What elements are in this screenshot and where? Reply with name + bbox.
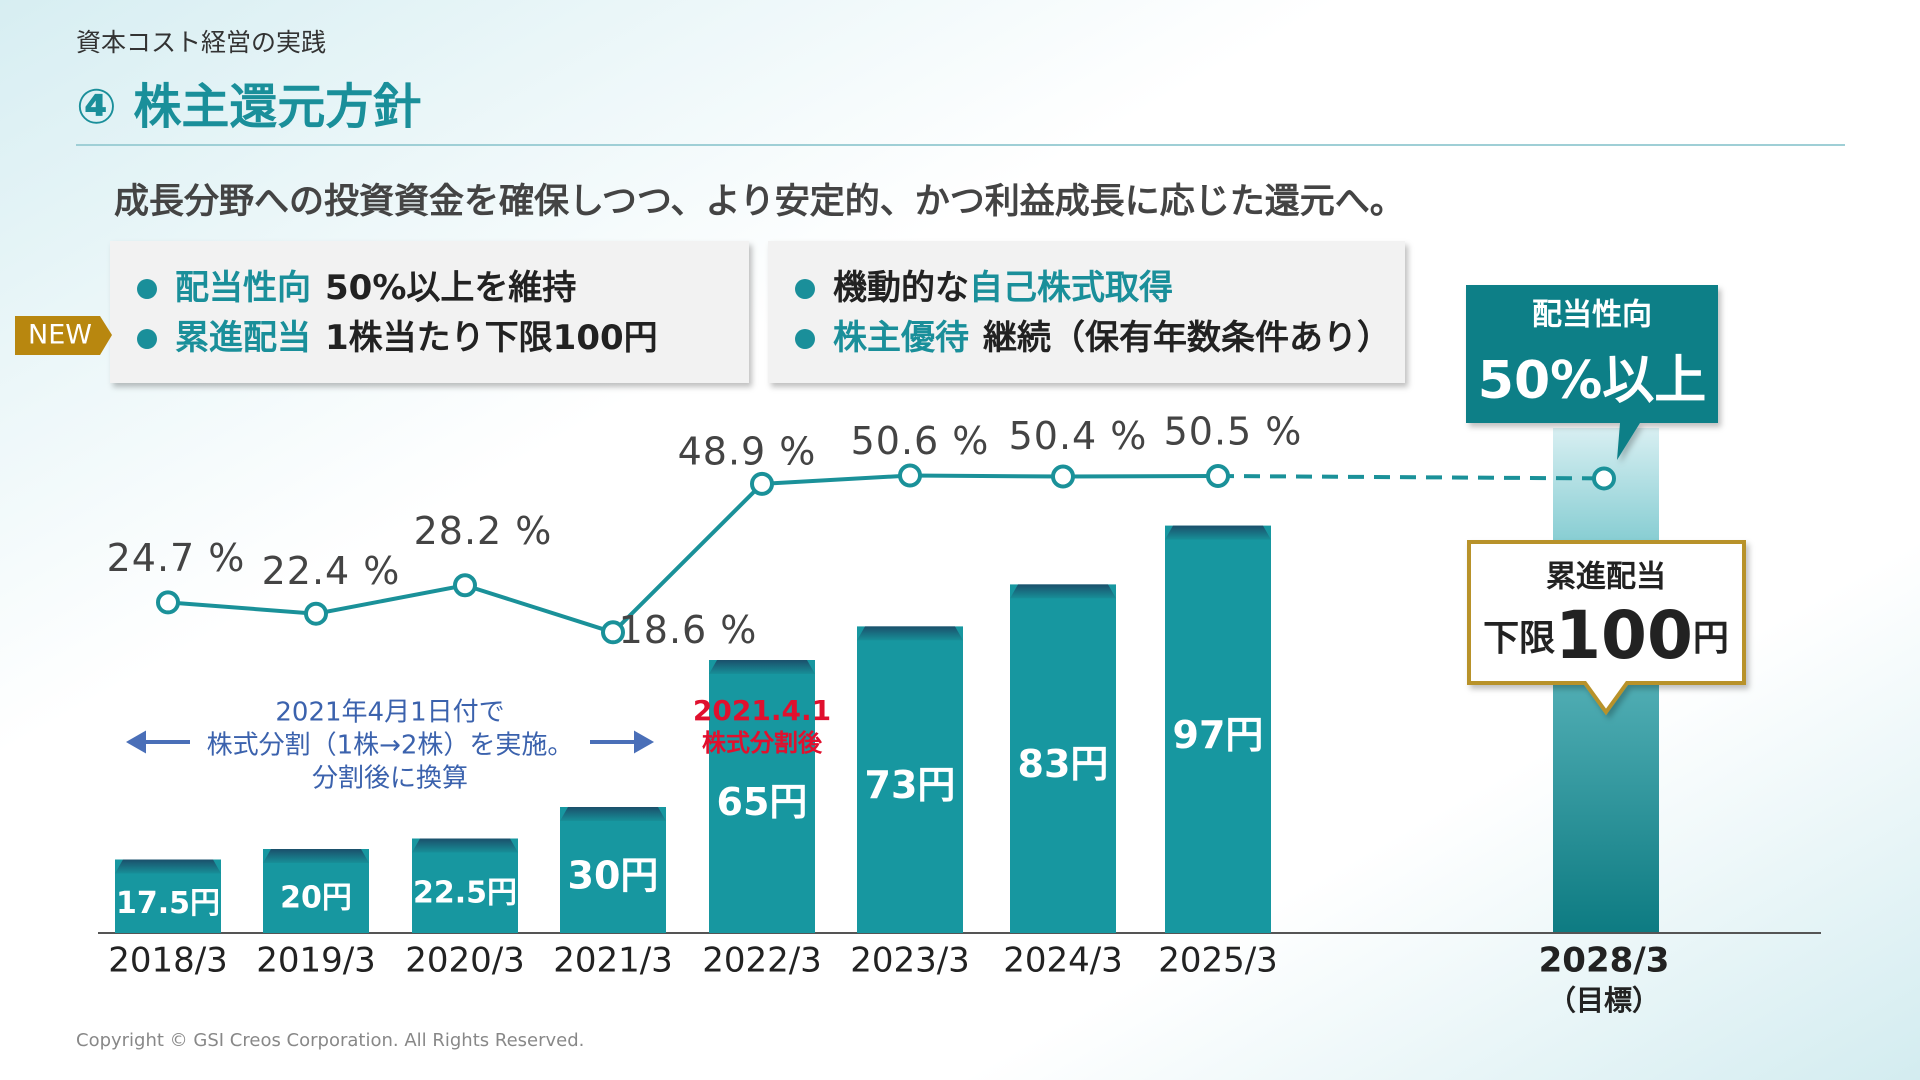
payout-marker xyxy=(898,463,922,488)
x-tick-label: 2025/3 xyxy=(1158,941,1278,981)
bullet-text: 機動的な自己株式取得 xyxy=(833,268,1173,308)
bullet-key: 配当性向 xyxy=(175,268,311,308)
bullet-rest: 50%以上を維持 xyxy=(325,268,576,308)
arrow-right xyxy=(590,730,655,754)
copyright: Copyright © GSI Creos Corporation. All R… xyxy=(76,1030,584,1051)
bar xyxy=(709,660,815,933)
dividend-callout xyxy=(1467,540,1746,716)
bar-cap xyxy=(263,849,369,863)
split-mark: 2021.4.1 xyxy=(693,694,831,727)
payout-value-label: 28.2 % xyxy=(414,509,553,553)
payout-marker xyxy=(1206,464,1230,488)
payout-value-label: 22.4 % xyxy=(262,549,401,593)
bar-cap xyxy=(857,626,963,641)
split-note: 株式分割（1株→2株）を実施。 xyxy=(207,731,574,761)
x-tick-note: （目標） xyxy=(1548,984,1660,1017)
payout-callout-title: 配当性向 xyxy=(1532,298,1652,333)
bar-value-label: 97円 xyxy=(1173,713,1264,757)
chart: 2018/3 2019/3 2020/3 2021/3 2022/3 2023/3 2024… xyxy=(107,285,1746,1017)
new-badge-text: NEW xyxy=(28,320,92,351)
split-mark: 株式分割後 xyxy=(702,729,823,757)
payout-marker xyxy=(601,620,625,645)
payout-value-label: 50.6 % xyxy=(851,419,990,463)
policy-box xyxy=(110,241,749,383)
dividend-callout-title: 累進配当 xyxy=(1546,560,1666,595)
bar-cap xyxy=(115,859,221,874)
bar xyxy=(412,838,518,933)
payout-line xyxy=(167,473,1219,635)
payout-callout xyxy=(1466,285,1718,460)
payout-callout-value: 50%以上 xyxy=(1478,351,1706,411)
payout-marker xyxy=(156,590,180,615)
slide-title: ④ 株主還元方針 xyxy=(76,79,421,135)
bar xyxy=(1010,584,1116,933)
bullet-rest: 継続（保有年数条件あり） xyxy=(983,318,1391,358)
bar-cap xyxy=(412,838,518,853)
bullet-dot xyxy=(795,329,815,349)
payout-marker xyxy=(1051,464,1075,489)
payout-marker xyxy=(1592,466,1616,491)
payout-target-line xyxy=(1217,474,1605,481)
bar xyxy=(1165,525,1271,933)
bar-cap xyxy=(1165,525,1271,540)
bullet-dot xyxy=(137,329,157,349)
bar xyxy=(857,626,963,933)
subtitle: 成長分野への投資資金を確保しつつ、より安定的、かつ利益成長に応じた還元へ。 xyxy=(114,182,1405,222)
policy-box xyxy=(768,241,1405,383)
split-note: 分割後に換算 xyxy=(312,764,468,794)
payout-value-label: 18.6 % xyxy=(619,608,758,652)
x-tick-label: 2028/3 xyxy=(1539,941,1670,981)
payout-marker xyxy=(750,471,774,496)
x-tick-label: 2019/3 xyxy=(256,941,376,981)
split-note: 2021年4月1日付で xyxy=(275,698,504,728)
x-tick-label: 2022/3 xyxy=(702,941,822,981)
bullet-key: 株主優待 xyxy=(833,318,969,358)
bar-value-label: 17.5円 xyxy=(116,886,220,921)
bullet-text: 配当性向 50%以上を維持 xyxy=(175,268,576,308)
x-tick-label: 2021/3 xyxy=(553,941,673,981)
bullet-key: 自己株式取得 xyxy=(969,268,1173,308)
new-badge xyxy=(15,316,112,355)
callout-unit: 円 xyxy=(1693,618,1729,659)
bullet-key: 累進配当 xyxy=(175,318,311,358)
callout-prefix: 下限 xyxy=(1483,618,1555,659)
bar-value-label: 83円 xyxy=(1018,742,1109,786)
bullet-rest: 1株当たり下限100円 xyxy=(325,318,658,358)
x-tick-label: 2020/3 xyxy=(405,941,525,981)
dividend-callout-value: 下限100円 xyxy=(1483,597,1729,674)
bar-cap xyxy=(709,660,815,674)
x-tick-label: 2018/3 xyxy=(108,941,228,981)
payout-marker xyxy=(304,601,328,626)
x-tick-label: 2024/3 xyxy=(1003,941,1123,981)
bullet-dot xyxy=(137,279,157,299)
bar-cap xyxy=(1010,584,1116,599)
bullet-text: 株主優待 継続（保有年数条件あり） xyxy=(833,318,1391,358)
bar xyxy=(560,807,666,933)
bar-value-label: 30円 xyxy=(568,854,659,898)
bar-value-label: 22.5円 xyxy=(413,875,517,910)
bar-value-label: 20円 xyxy=(280,881,352,916)
bar-cap xyxy=(560,807,666,821)
bullet-dot xyxy=(795,279,815,299)
bullet-pre: 機動的な xyxy=(833,268,969,308)
section-label: 資本コスト経営の実践 xyxy=(76,28,326,57)
payout-value-label: 24.7 % xyxy=(107,536,246,580)
x-tick-label: 2023/3 xyxy=(850,941,970,981)
payout-marker xyxy=(453,573,477,598)
payout-value-label: 48.9 % xyxy=(678,429,817,473)
bar-value-label: 73円 xyxy=(865,763,956,807)
payout-value-label: 50.5 % xyxy=(1164,410,1303,454)
bar-value-label: 65円 xyxy=(717,780,808,824)
payout-value-label: 50.4 % xyxy=(1009,414,1148,458)
callout-number: 100 xyxy=(1555,597,1693,674)
arrow-left xyxy=(125,730,190,754)
bullet-text: 累進配当 1株当たり下限100円 xyxy=(175,318,658,358)
